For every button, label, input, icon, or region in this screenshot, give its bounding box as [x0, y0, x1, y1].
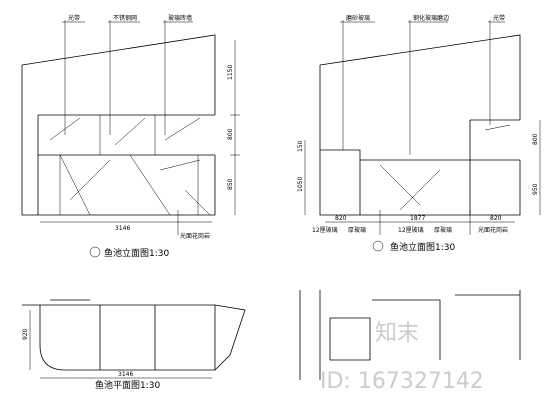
callout: 光带: [68, 14, 80, 22]
view-title: 鱼池平面图1:30: [95, 379, 160, 391]
dim: 800: [227, 128, 234, 140]
note: 光面花岗岩: [478, 226, 508, 234]
dim: 920: [22, 328, 29, 340]
dim: 820: [335, 215, 347, 222]
dim: 850: [227, 178, 234, 190]
callout: 玻璃砖墙: [168, 14, 192, 22]
dim: 150: [297, 140, 304, 152]
note: 厚玻璃: [348, 226, 366, 234]
view-title: 鱼池立面图1:30: [104, 247, 169, 259]
partial-plan: [299, 290, 521, 380]
dim: 950: [532, 183, 539, 195]
watermark-id: ID: 167327142: [320, 369, 484, 394]
dim: 1150: [227, 65, 234, 80]
plan: 920 3146 鱼池平面图1:30: [22, 299, 246, 391]
dim: 1050: [297, 177, 304, 192]
note: 光面花岗岩: [180, 232, 210, 240]
note: 12厘玻璃: [312, 226, 338, 234]
callout: 不锈钢网: [113, 14, 137, 22]
callout: 钢化玻璃磨边: [413, 14, 449, 22]
callout: 磨砂玻璃: [346, 14, 370, 22]
right-elevation: 磨砂玻璃 钢化玻璃磨边 光带 150 1050 800 950 820 1877…: [297, 14, 541, 253]
dim: 3146: [115, 225, 130, 232]
dim: 820: [490, 215, 502, 222]
watermark-logo: 知末: [375, 321, 419, 346]
dim: 1877: [410, 215, 425, 222]
view-title: 鱼池立面图1:30: [390, 241, 455, 253]
dim: 3146: [118, 371, 133, 378]
callout: 光带: [493, 14, 505, 22]
dim: 800: [532, 133, 539, 145]
note: 12厘玻璃: [398, 226, 424, 234]
note: 厚玻璃: [434, 226, 452, 234]
left-elevation: 光带 不锈钢网 玻璃砖墙 1150 800 850 3146 光面花岗岩 鱼池立…: [21, 14, 240, 259]
